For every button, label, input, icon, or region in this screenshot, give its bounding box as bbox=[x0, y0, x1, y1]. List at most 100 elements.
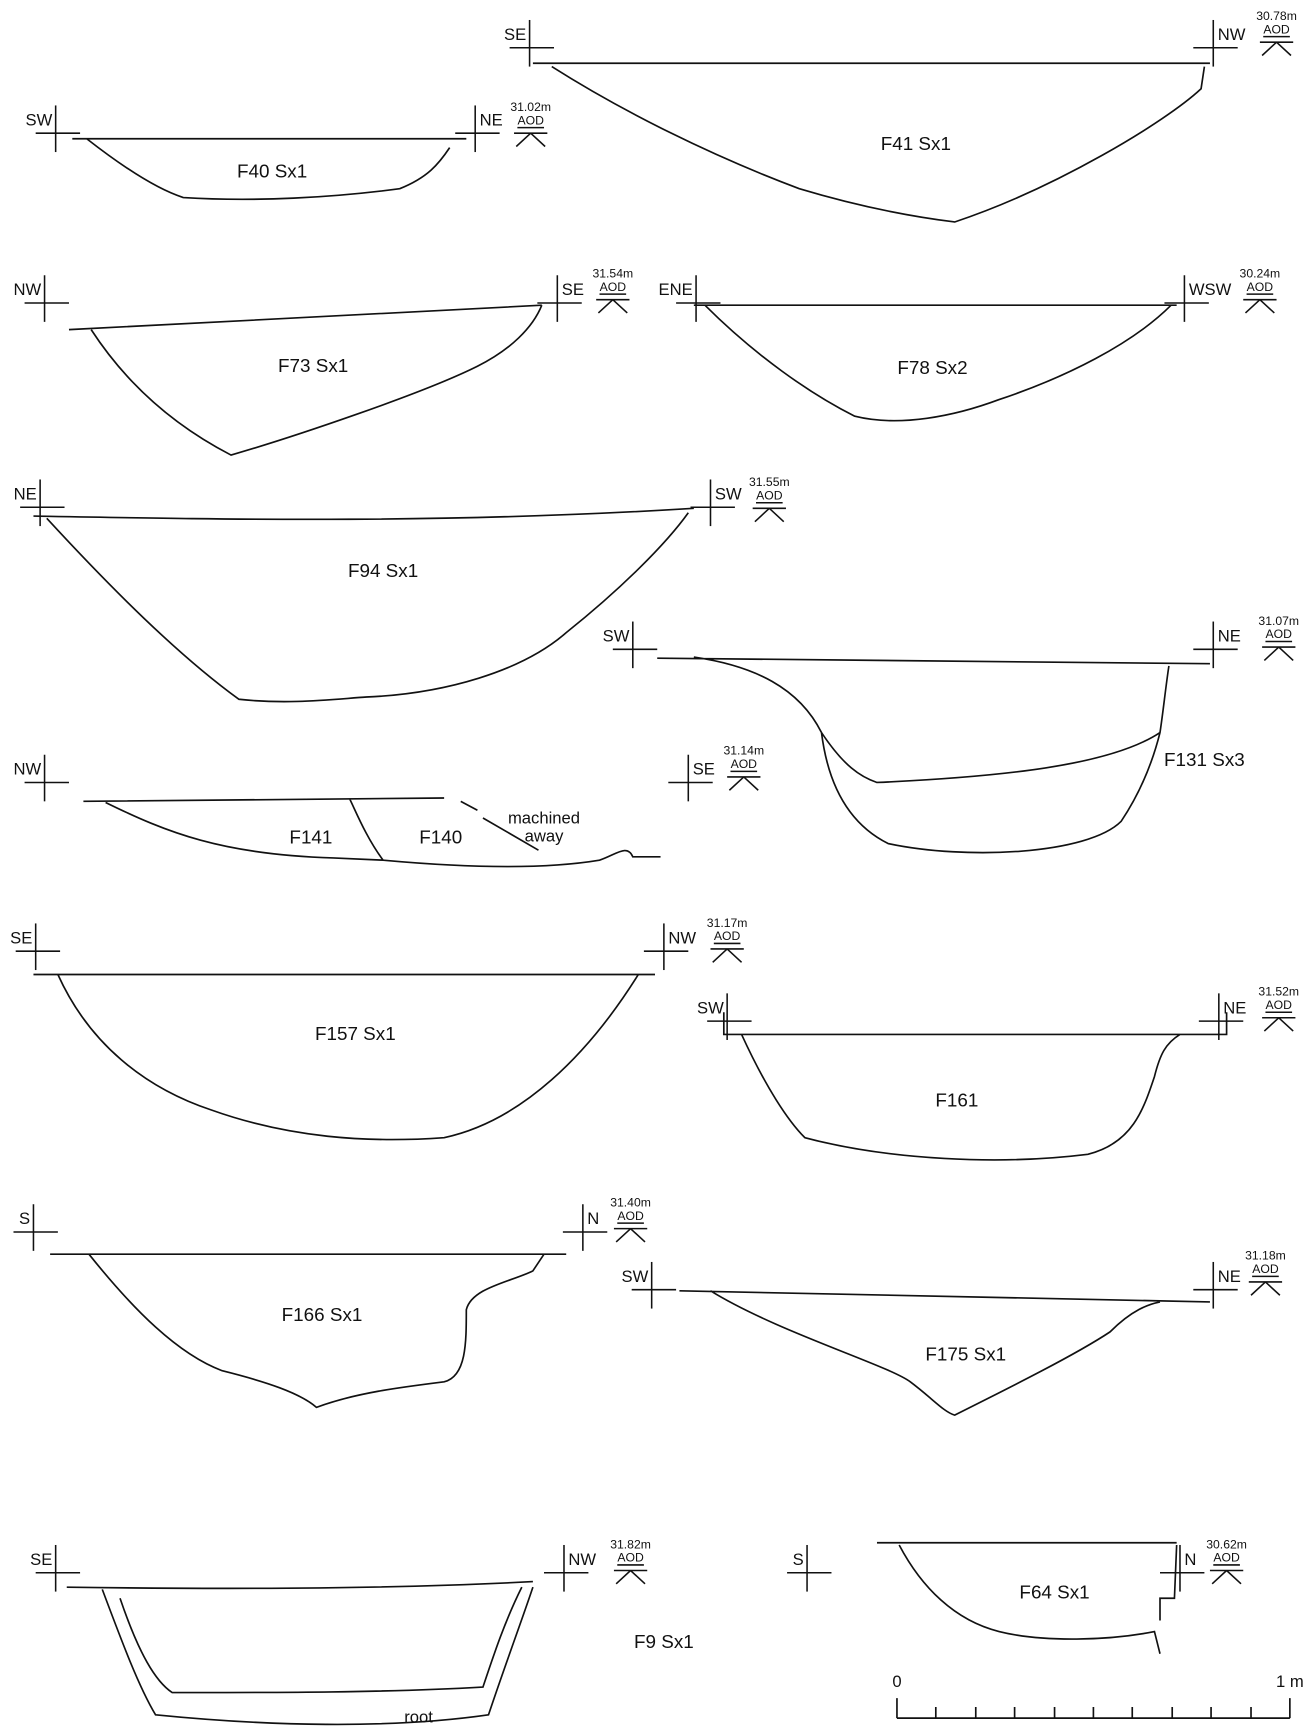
marker-line bbox=[1212, 1571, 1226, 1584]
direction-right: NE bbox=[480, 110, 503, 129]
section-label: F40 Sx1 bbox=[237, 161, 307, 182]
marker-line bbox=[1277, 42, 1291, 55]
marker-line bbox=[613, 300, 627, 313]
section-label: F161 bbox=[935, 1090, 978, 1111]
marker-line bbox=[616, 1229, 630, 1242]
direction-left: SE bbox=[30, 1550, 52, 1569]
note: away bbox=[525, 826, 564, 845]
marker-line bbox=[1227, 1571, 1241, 1584]
marker-line bbox=[713, 949, 727, 962]
section-label: F141 bbox=[289, 827, 332, 848]
marker-line bbox=[1251, 1282, 1265, 1295]
profile bbox=[724, 1012, 1227, 1160]
marker-line bbox=[744, 777, 758, 790]
note: root bbox=[404, 1708, 433, 1727]
marker-line bbox=[769, 508, 783, 521]
datum: AOD bbox=[1263, 22, 1290, 36]
direction-left: SW bbox=[603, 627, 630, 646]
direction-right: N bbox=[1184, 1550, 1196, 1569]
direction-right: N bbox=[587, 1209, 599, 1228]
direction-left: ENE bbox=[659, 280, 693, 299]
marker-line bbox=[1260, 300, 1274, 313]
datum: AOD bbox=[1252, 1262, 1279, 1276]
profile bbox=[33, 974, 655, 1139]
datum: AOD bbox=[731, 757, 758, 771]
section-label: F9 Sx1 bbox=[634, 1631, 694, 1652]
direction-right: NE bbox=[1223, 998, 1246, 1017]
level: 31.54m bbox=[592, 266, 633, 280]
scale-end: 1 m bbox=[1276, 1672, 1304, 1691]
marker-line bbox=[1279, 647, 1293, 660]
level: 30.78m bbox=[1256, 9, 1297, 23]
marker-line bbox=[755, 508, 769, 521]
level: 31.52m bbox=[1258, 985, 1299, 999]
level: 31.18m bbox=[1245, 1249, 1286, 1263]
datum: AOD bbox=[517, 113, 544, 127]
level: 31.55m bbox=[749, 475, 790, 489]
direction-right: WSW bbox=[1189, 280, 1232, 299]
section-drawings: 0 1 m SWNE31.02mAODF40 Sx1SENW30.78mAODF… bbox=[0, 0, 1310, 1727]
direction-right: SE bbox=[693, 760, 715, 779]
marker-line bbox=[531, 133, 545, 146]
marker-line bbox=[631, 1571, 645, 1584]
marker-line bbox=[1264, 1018, 1278, 1031]
level: 31.07m bbox=[1258, 614, 1299, 628]
marker-line bbox=[1245, 300, 1259, 313]
datum: AOD bbox=[617, 1551, 644, 1565]
direction-left: SE bbox=[10, 928, 32, 947]
datum: AOD bbox=[1266, 998, 1293, 1012]
level: 31.14m bbox=[723, 744, 764, 758]
direction-left: NW bbox=[14, 280, 42, 299]
marker-line bbox=[729, 777, 743, 790]
note: machined bbox=[508, 809, 580, 828]
direction-right: NW bbox=[1218, 25, 1246, 44]
section-label: F73 Sx1 bbox=[278, 355, 348, 376]
scale-start: 0 bbox=[892, 1672, 901, 1691]
profile bbox=[67, 1582, 533, 1725]
profile bbox=[533, 63, 1210, 222]
direction-left: SW bbox=[622, 1267, 649, 1286]
level: 31.17m bbox=[707, 916, 748, 930]
datum: AOD bbox=[1213, 1551, 1240, 1565]
datum: AOD bbox=[617, 1209, 644, 1223]
direction-right: NE bbox=[1218, 627, 1241, 646]
section-label: F78 Sx2 bbox=[897, 357, 967, 378]
section-label: F64 Sx1 bbox=[1019, 1581, 1089, 1602]
marker-line bbox=[598, 300, 612, 313]
level: 30.62m bbox=[1206, 1537, 1247, 1551]
direction-right: NW bbox=[568, 1550, 596, 1569]
section-label: F166 Sx1 bbox=[282, 1304, 363, 1325]
direction-left: SE bbox=[504, 25, 526, 44]
level: 31.02m bbox=[510, 100, 551, 114]
section-label: F175 Sx1 bbox=[925, 1344, 1006, 1365]
direction-left: SW bbox=[697, 998, 724, 1017]
section-label: F41 Sx1 bbox=[881, 133, 951, 154]
marker-line bbox=[631, 1229, 645, 1242]
section-label: F131 Sx3 bbox=[1164, 749, 1245, 770]
direction-right: NW bbox=[668, 928, 696, 947]
section-label: F140 bbox=[419, 827, 462, 848]
direction-right: NE bbox=[1218, 1267, 1241, 1286]
level: 30.24m bbox=[1240, 266, 1281, 280]
marker-line bbox=[1279, 1018, 1293, 1031]
direction-left: S bbox=[19, 1209, 30, 1228]
profile bbox=[69, 305, 542, 455]
profile bbox=[50, 1254, 566, 1407]
profile bbox=[33, 508, 693, 701]
marker-line bbox=[516, 133, 530, 146]
section-label: F157 Sx1 bbox=[315, 1023, 396, 1044]
marker-line bbox=[1262, 42, 1276, 55]
profiles bbox=[33, 63, 1289, 1724]
scale-bar bbox=[897, 1698, 1290, 1718]
page: {"sections": [ {"label": "F40 Sx1", "lef… bbox=[0, 0, 1310, 1727]
direction-left: NW bbox=[14, 760, 42, 779]
level: 31.40m bbox=[610, 1195, 651, 1209]
datum: AOD bbox=[1266, 627, 1293, 641]
marker-line bbox=[1264, 647, 1278, 660]
direction-left: NE bbox=[14, 484, 37, 503]
level: 31.82m bbox=[610, 1537, 651, 1551]
datum: AOD bbox=[714, 929, 741, 943]
direction-left: S bbox=[793, 1550, 804, 1569]
direction-right: SW bbox=[715, 484, 742, 503]
direction-right: SE bbox=[562, 280, 584, 299]
